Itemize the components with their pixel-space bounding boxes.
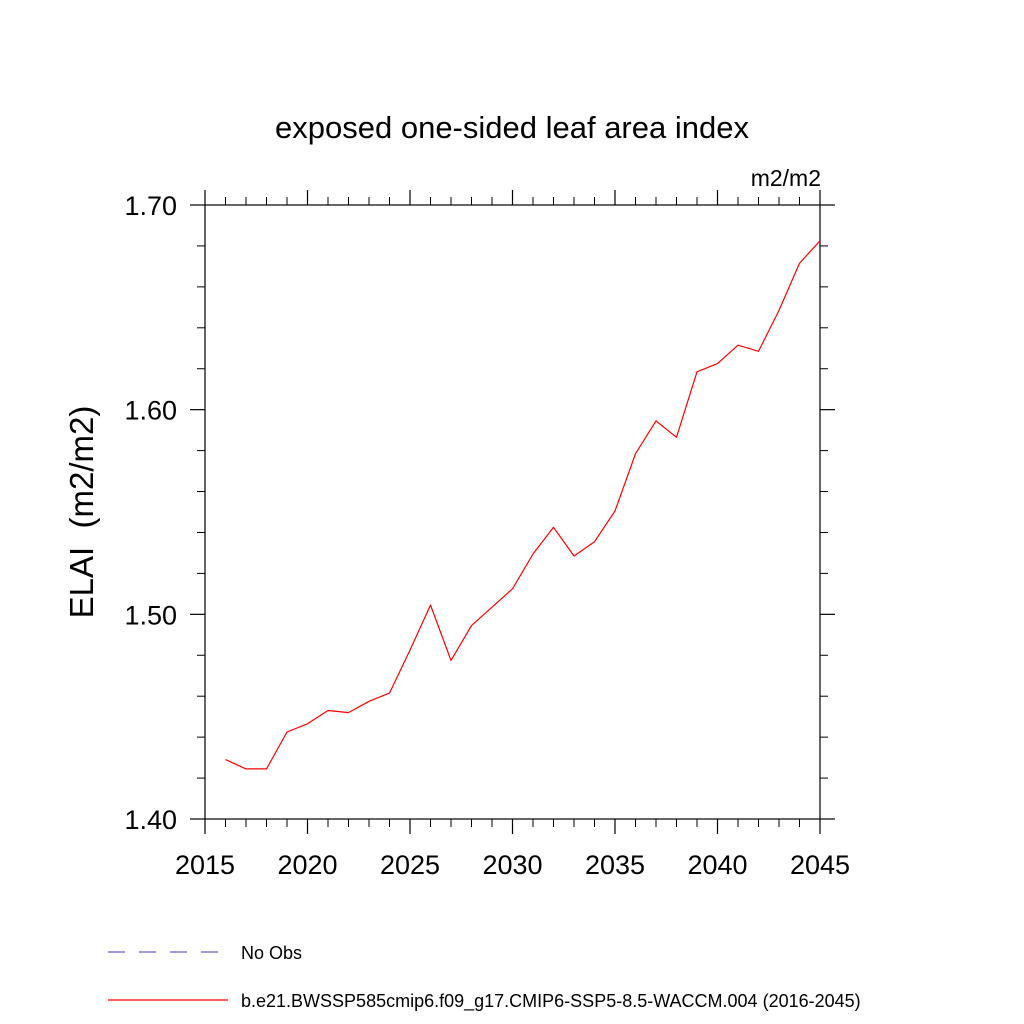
- x-tick-label: 2035: [585, 850, 645, 880]
- y-tick-label: 1.50: [124, 600, 177, 630]
- axes-layer: 2015 2020 2025 2030 2035 2040 2045 1.40 1.50 1.60…: [124, 190, 850, 880]
- y-tick-label: 1.60: [124, 396, 177, 426]
- units-label: m2/m2: [751, 165, 821, 191]
- plot-frame: [204, 204, 821, 820]
- legend-label: No Obs: [241, 943, 302, 963]
- x-tick-label: 2045: [790, 850, 850, 880]
- y-axis-label: ELAI (m2/m2): [63, 406, 100, 619]
- x-tick-label: 2025: [380, 850, 440, 880]
- y-tick-label: 1.40: [124, 805, 177, 835]
- x-tick-label: 2030: [482, 850, 542, 880]
- legend-label: b.e21.BWSSP585cmip6.f09_g17.CMIP6-SSP5-8…: [241, 991, 861, 1012]
- legend: No Obs b.e21.BWSSP585cmip6.f09_g17.CMIP6-…: [108, 943, 861, 1012]
- chart-title: exposed one-sided leaf area index: [275, 110, 749, 145]
- x-tick-label: 2020: [277, 850, 337, 880]
- series-line: [225, 240, 821, 770]
- x-tick-label: 2015: [175, 850, 235, 880]
- series-layer: [225, 240, 821, 770]
- x-tick-label: 2040: [687, 850, 747, 880]
- y-tick-label: 1.70: [124, 191, 177, 221]
